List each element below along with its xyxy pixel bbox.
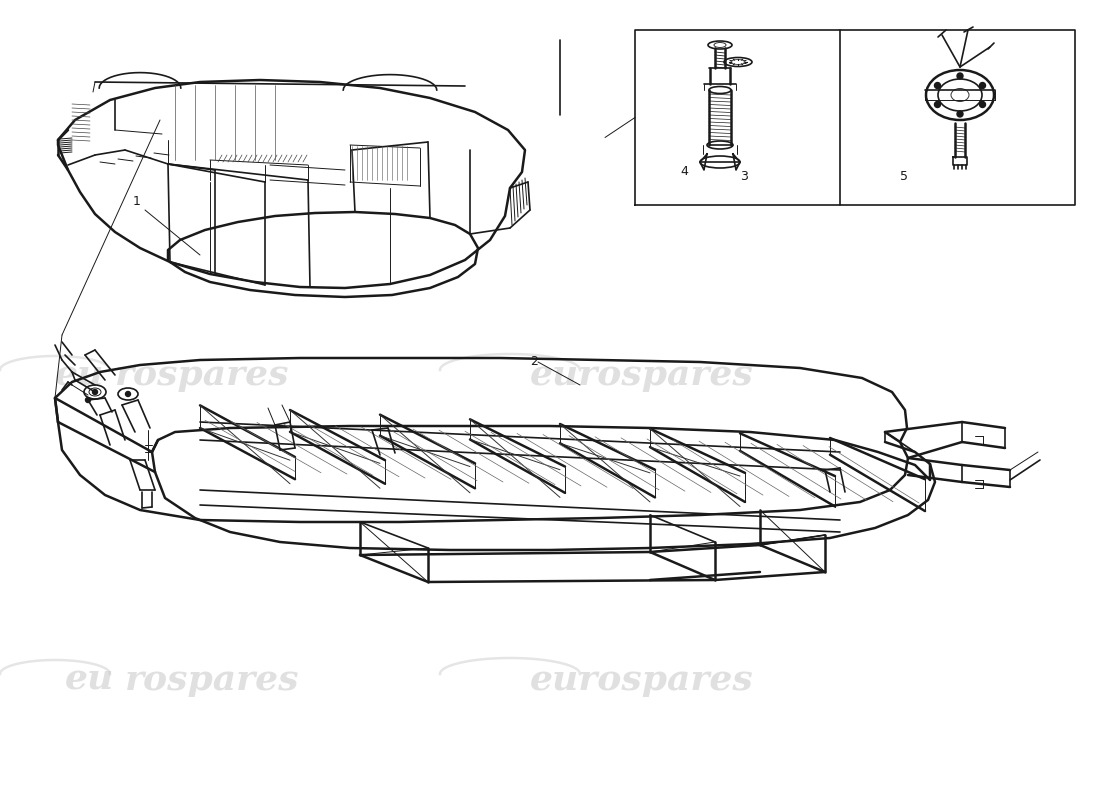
Text: rospares: rospares (125, 663, 299, 697)
Text: 1: 1 (133, 195, 141, 208)
Circle shape (86, 398, 90, 402)
Text: 3: 3 (740, 170, 748, 183)
Text: 2: 2 (530, 355, 538, 368)
Text: eurospares: eurospares (530, 663, 754, 697)
Circle shape (979, 82, 986, 89)
Text: rospares: rospares (116, 358, 289, 392)
Circle shape (125, 391, 131, 397)
Text: 5: 5 (900, 170, 908, 183)
Text: 4: 4 (680, 165, 688, 178)
Circle shape (935, 102, 940, 107)
Text: eu: eu (55, 358, 104, 392)
Circle shape (935, 82, 940, 89)
Circle shape (92, 390, 98, 394)
Circle shape (957, 73, 962, 79)
Text: eu: eu (65, 663, 114, 697)
Circle shape (957, 111, 962, 117)
Circle shape (979, 102, 986, 107)
Text: eurospares: eurospares (530, 358, 754, 392)
